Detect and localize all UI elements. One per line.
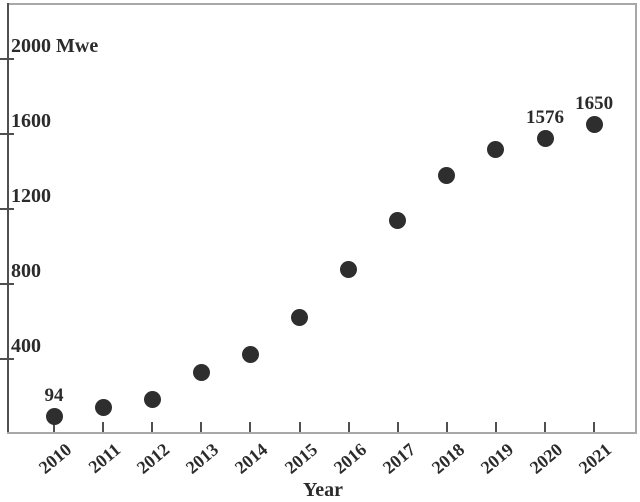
y-tick (0, 358, 14, 360)
x-tick (298, 422, 301, 432)
plot-frame-right (635, 3, 637, 434)
x-tick-label-2010: 2010 (34, 439, 76, 478)
x-tick-label-2019: 2019 (476, 439, 518, 478)
y-tick (0, 208, 14, 210)
data-point-2021 (585, 116, 603, 134)
data-point-2016 (340, 260, 358, 278)
x-tick-label-2017: 2017 (378, 439, 419, 478)
x-axis-line (7, 432, 637, 434)
data-point-label-2020: 1576 (526, 107, 564, 128)
x-tick-label-2012: 2012 (132, 439, 174, 478)
y-axis-line (7, 3, 9, 434)
y-tick-label: 400 (11, 335, 41, 357)
data-point-2011 (94, 399, 112, 417)
x-tick (53, 422, 55, 432)
y-tick (0, 58, 14, 60)
data-point-2018 (438, 166, 456, 184)
y-tick-label: 2000 Mwe (11, 35, 99, 57)
data-point-2013 (192, 363, 210, 381)
x-tick (102, 422, 105, 432)
data-point-2019 (487, 140, 505, 158)
x-tick (249, 422, 252, 432)
data-point-label-2021: 1650 (575, 93, 614, 115)
y-tick (0, 133, 14, 135)
y-tick-label: 800 (11, 260, 41, 282)
x-axis-title: Year (303, 479, 343, 501)
x-tick (445, 422, 448, 432)
x-tick (347, 422, 350, 432)
x-tick-label-2018: 2018 (427, 439, 469, 478)
data-point-2014 (241, 345, 259, 363)
x-tick-label-2021: 2021 (574, 439, 616, 478)
y-tick-label: 1600 (11, 110, 51, 132)
x-tick-label-2016: 2016 (329, 439, 370, 478)
data-point-2020 (536, 130, 554, 147)
plot-frame-top (7, 3, 637, 5)
x-tick (593, 422, 596, 432)
x-tick-label-2014: 2014 (231, 439, 272, 478)
x-tick (151, 422, 154, 432)
x-tick (544, 422, 546, 432)
x-tick-label-2020: 2020 (525, 439, 567, 478)
x-tick (396, 422, 399, 432)
data-point-2010 (45, 407, 63, 425)
x-tick-label-2013: 2013 (182, 439, 223, 478)
x-tick-label-2015: 2015 (280, 439, 321, 478)
data-point-2012 (143, 390, 161, 408)
data-point-2017 (389, 211, 407, 229)
data-point-label-2010: 94 (44, 384, 64, 406)
x-tick (200, 422, 203, 432)
x-tick-label-2011: 2011 (84, 439, 125, 478)
x-tick (494, 422, 497, 432)
data-point-2015 (291, 309, 308, 327)
y-tick-label: 1200 (11, 185, 51, 207)
y-tick (0, 283, 14, 285)
